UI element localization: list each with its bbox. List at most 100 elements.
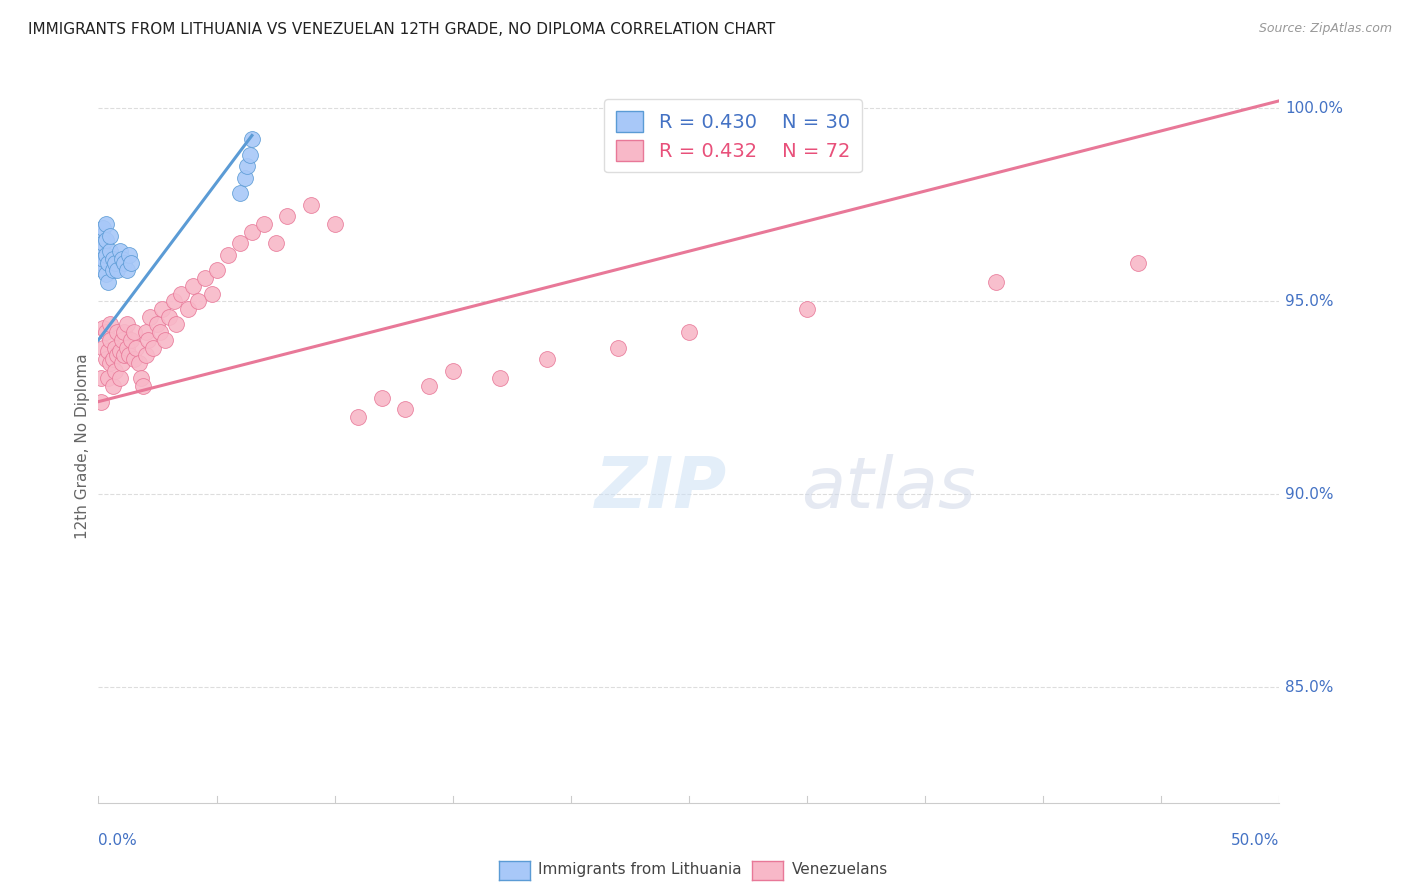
Point [240, 225, 263, 239]
Point [229, 236, 252, 251]
Point [91, 341, 114, 355]
Point [796, 301, 818, 316]
Point [90, 244, 112, 259]
Point [98, 318, 121, 332]
Point [394, 402, 416, 417]
Point [984, 275, 1007, 289]
Point [94, 233, 117, 247]
Point [157, 310, 180, 324]
Text: Venezuelans: Venezuelans [792, 863, 887, 877]
Point [108, 344, 131, 359]
Point [201, 286, 224, 301]
Point [118, 348, 141, 362]
Point [112, 256, 135, 270]
Point [90, 228, 112, 243]
Point [125, 341, 148, 355]
Point [118, 248, 141, 262]
Point [122, 352, 145, 367]
Point [233, 170, 256, 185]
Point [108, 371, 131, 385]
Point [91, 221, 114, 235]
Point [98, 244, 121, 259]
Point [97, 256, 120, 270]
Point [97, 371, 120, 385]
Point [91, 252, 114, 266]
Point [149, 325, 172, 339]
Point [253, 217, 276, 231]
Point [121, 333, 143, 347]
Point [323, 217, 346, 231]
Text: 95.0%: 95.0% [1285, 293, 1334, 309]
Point [91, 263, 114, 277]
Point [418, 379, 440, 393]
Text: 50.0%: 50.0% [1232, 833, 1279, 848]
Point [129, 371, 152, 385]
Point [205, 263, 228, 277]
Point [97, 275, 120, 289]
Text: atlas: atlas [801, 454, 976, 524]
Point [101, 263, 124, 277]
Point [240, 132, 263, 146]
Point [607, 341, 630, 355]
Point [111, 356, 134, 370]
Point [142, 341, 165, 355]
Point [105, 263, 128, 277]
Point [128, 356, 150, 370]
Point [165, 318, 187, 332]
Point [135, 348, 157, 362]
Point [94, 217, 117, 231]
Point [371, 391, 394, 405]
Point [90, 256, 112, 270]
Point [276, 210, 298, 224]
Point [115, 341, 138, 355]
Point [489, 371, 512, 385]
Point [194, 271, 217, 285]
Point [98, 228, 121, 243]
Point [217, 248, 239, 262]
Point [678, 325, 700, 339]
Point [111, 333, 134, 347]
Point [132, 379, 155, 393]
Point [94, 325, 117, 339]
Point [105, 348, 128, 362]
Point [170, 286, 193, 301]
Point [101, 352, 124, 367]
Point [187, 294, 209, 309]
Text: 85.0%: 85.0% [1285, 680, 1334, 695]
Point [121, 256, 143, 270]
Text: Immigrants from Lithuania: Immigrants from Lithuania [538, 863, 742, 877]
Point [146, 318, 169, 332]
Point [104, 341, 127, 355]
Point [139, 310, 162, 324]
Point [94, 268, 117, 282]
Point [101, 252, 124, 266]
Point [236, 159, 259, 173]
Point [112, 348, 135, 362]
Text: 0.0%: 0.0% [98, 833, 138, 848]
Point [347, 410, 370, 425]
Point [177, 301, 200, 316]
Point [94, 248, 117, 262]
Point [90, 394, 112, 409]
Text: 90.0%: 90.0% [1285, 487, 1334, 501]
Point [229, 186, 252, 201]
Point [264, 236, 287, 251]
Point [115, 318, 138, 332]
Point [112, 325, 135, 339]
Text: 100.0%: 100.0% [1285, 101, 1343, 116]
Point [150, 301, 173, 316]
Point [136, 333, 159, 347]
Point [181, 279, 204, 293]
Point [239, 148, 262, 162]
Point [163, 294, 186, 309]
Point [105, 325, 128, 339]
Point [97, 344, 120, 359]
Point [441, 364, 464, 378]
Legend: R = 0.430    N = 30, R = 0.432    N = 72: R = 0.430 N = 30, R = 0.432 N = 72 [605, 99, 862, 172]
Point [115, 263, 138, 277]
Point [135, 325, 157, 339]
Point [91, 236, 114, 251]
Text: ZIP: ZIP [595, 454, 727, 524]
Point [122, 325, 145, 339]
Text: Source: ZipAtlas.com: Source: ZipAtlas.com [1258, 22, 1392, 36]
